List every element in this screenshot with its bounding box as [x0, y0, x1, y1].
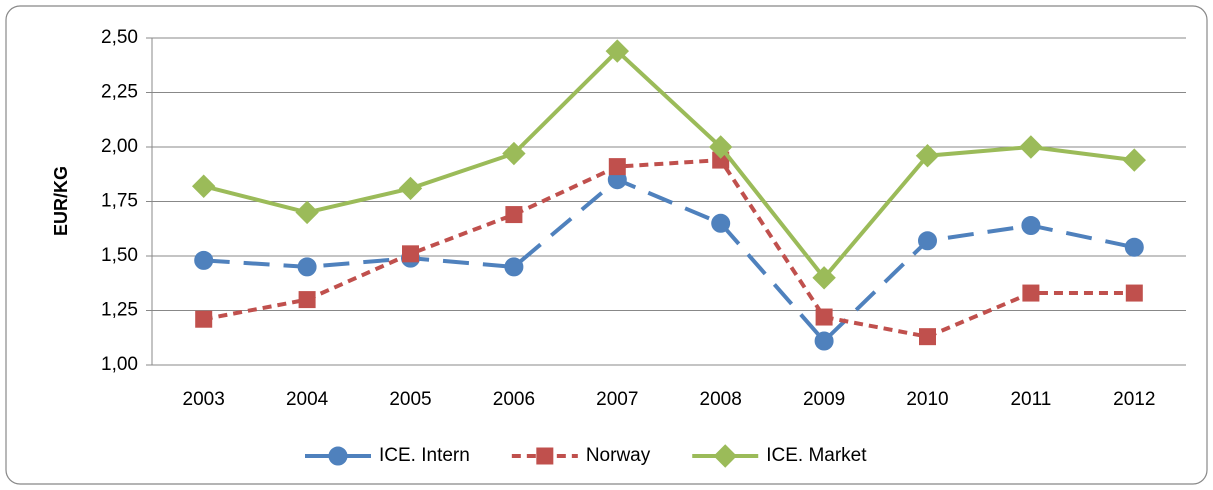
data-point: [505, 206, 523, 224]
x-tick-label: 2003: [183, 389, 225, 410]
legend-marker: [328, 446, 348, 466]
y-tick-label: 1,25: [101, 300, 138, 321]
y-tick-label: 1,50: [101, 245, 138, 266]
data-point: [298, 291, 316, 309]
x-tick-label: 2009: [803, 389, 845, 410]
y-tick-label: 2,00: [101, 136, 138, 157]
data-point: [1022, 284, 1040, 302]
data-point: [815, 308, 833, 326]
x-tick-label: 2005: [389, 389, 431, 410]
data-point: [708, 135, 733, 159]
y-tick-label: 2,25: [101, 82, 138, 103]
data-point: [915, 144, 940, 168]
x-tick-label: 2007: [596, 389, 638, 410]
legend-label: ICE. Market: [766, 445, 867, 466]
x-tick-label: 2008: [700, 389, 742, 410]
legend-marker: [536, 447, 554, 465]
y-tick-label: 1,75: [101, 191, 138, 212]
data-point: [295, 200, 319, 225]
y-tick-label: 1,00: [101, 354, 138, 375]
data-point: [711, 213, 731, 233]
data-point: [605, 39, 630, 63]
data-point: [191, 174, 216, 198]
y-axis-title: EUR/KG: [51, 166, 71, 236]
data-point: [918, 231, 937, 251]
data-point: [398, 176, 423, 201]
series-line: [203, 48, 1135, 281]
legend-marker: [713, 444, 737, 468]
data-point: [812, 266, 836, 290]
x-tick-label: 2011: [1010, 389, 1051, 410]
data-point: [1124, 237, 1144, 257]
data-point: [195, 310, 213, 328]
data-point: [1122, 148, 1147, 172]
x-tick-label: 2006: [493, 389, 535, 410]
data-point: [608, 158, 626, 176]
data-point: [297, 257, 317, 277]
data-point: [919, 328, 936, 346]
data-point: [402, 245, 419, 263]
chart-border: [5, 5, 1208, 485]
x-tick-label: 2004: [286, 389, 329, 410]
x-tick-label: 2012: [1113, 389, 1155, 410]
series-line: [203, 177, 1135, 344]
data-point: [1021, 215, 1041, 235]
data-point: [504, 257, 524, 277]
data-point: [502, 141, 526, 166]
data-point: [194, 250, 214, 270]
legend-label: ICE. Intern: [379, 445, 470, 466]
y-tick-label: 2,50: [101, 27, 138, 48]
data-point: [814, 331, 834, 351]
data-point: [1019, 135, 1043, 159]
x-tick-label: 2010: [906, 389, 948, 410]
data-point: [1125, 284, 1143, 302]
legend-label: Norway: [586, 445, 651, 466]
